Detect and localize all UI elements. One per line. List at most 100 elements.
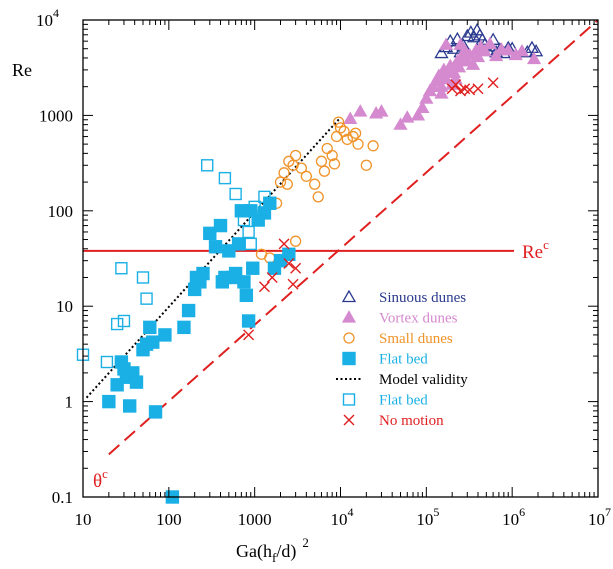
x-tick-label-sup: 4 xyxy=(348,505,354,519)
data-point xyxy=(136,271,150,284)
theta-line-label: θc xyxy=(93,466,108,492)
data-point xyxy=(321,142,333,155)
data-point xyxy=(465,57,481,70)
legend-label: Model validity xyxy=(379,372,468,388)
y-tick-label: 104 xyxy=(36,6,59,30)
axis-ticks xyxy=(82,20,598,498)
x-tick-label: 10 xyxy=(75,510,92,529)
data-point xyxy=(241,314,256,328)
data-point xyxy=(488,48,504,62)
legend-marker xyxy=(342,393,356,406)
data-point xyxy=(264,252,276,264)
x-tick-label: 106 xyxy=(502,505,525,529)
legend-marker xyxy=(343,332,355,344)
rec-label-main: Re xyxy=(522,242,543,263)
data-point xyxy=(248,200,261,214)
data-point xyxy=(229,187,242,201)
data-point xyxy=(158,328,172,342)
data-point xyxy=(239,288,254,303)
data-point-stroke-b xyxy=(243,329,255,341)
x-tick-label-text: 10 xyxy=(331,510,348,529)
data-point xyxy=(148,405,163,419)
x-tick-label: 100 xyxy=(156,510,182,529)
data-point xyxy=(415,100,430,113)
legend-marker xyxy=(343,414,355,426)
data-point-stroke-b xyxy=(459,83,471,95)
data-point xyxy=(526,51,542,65)
data-point xyxy=(102,394,116,409)
y-tick-label-text: 1 xyxy=(65,393,74,412)
x-tick-label-text: 10 xyxy=(416,510,433,529)
legend-label: Small dunes xyxy=(379,331,453,347)
data-point xyxy=(258,190,271,204)
data-point xyxy=(203,226,217,241)
data-point xyxy=(472,83,484,95)
data-point xyxy=(242,225,255,239)
data-point xyxy=(434,86,449,99)
data-point xyxy=(514,43,530,57)
x-tick-label-sup: 7 xyxy=(605,505,611,519)
theta-label-main: θ xyxy=(93,471,102,492)
data-point xyxy=(295,162,308,174)
data-point xyxy=(334,122,347,134)
data-point xyxy=(122,399,137,413)
x-tick-label-text: 10 xyxy=(75,510,92,529)
data-point xyxy=(244,237,257,251)
y-tick-label: 100 xyxy=(48,202,74,221)
data-point xyxy=(278,238,290,250)
data-point xyxy=(266,271,278,283)
y-tick-label-text: 1000 xyxy=(39,106,73,125)
data-point xyxy=(341,133,353,146)
rec-label-sup: c xyxy=(543,237,549,252)
y-tick-label-text: 100 xyxy=(48,202,74,221)
y-tick-label: 1 xyxy=(65,393,74,412)
data-point-stroke-b xyxy=(464,84,476,96)
legend-marker-stroke-b xyxy=(343,414,355,426)
data-point xyxy=(278,167,290,179)
data-point xyxy=(315,155,328,167)
legend-label: Vortex dunes xyxy=(379,311,458,327)
series-2 xyxy=(255,116,379,264)
reference-lines xyxy=(83,19,599,456)
x-axis-label: Ga(hf/d) 2 xyxy=(236,535,309,565)
data-points xyxy=(76,22,544,504)
data-point xyxy=(117,314,131,328)
data-point xyxy=(487,77,499,89)
data-point xyxy=(213,218,228,233)
y-tick-label: 0.1 xyxy=(52,488,73,507)
data-point xyxy=(181,303,196,318)
data-point xyxy=(332,116,345,128)
data-point xyxy=(451,59,467,73)
legend-label: Flat bed xyxy=(379,393,428,409)
x-tick-label: 104 xyxy=(331,505,354,529)
data-point-stroke-b xyxy=(290,262,302,274)
data-point xyxy=(231,237,246,251)
data-point xyxy=(312,191,324,203)
data-point xyxy=(360,159,372,171)
data-point xyxy=(482,36,498,50)
legend-marker xyxy=(341,289,357,303)
data-point xyxy=(466,29,482,43)
y-tick-label-text: 10 xyxy=(56,297,73,316)
legend: Sinuous dunes Vortex dunes Small dunes Flat… xyxy=(336,289,468,429)
data-point xyxy=(283,155,295,167)
data-point xyxy=(326,149,338,162)
data-point xyxy=(450,79,462,91)
data-point xyxy=(201,159,214,172)
data-point xyxy=(110,317,124,331)
data-point-stroke-b xyxy=(258,281,270,293)
x-tick-label-text: 10 xyxy=(588,510,605,529)
data-point xyxy=(274,176,287,188)
data-point xyxy=(222,244,236,258)
data-point-stroke-b xyxy=(278,238,290,250)
x-tick-label-text: 1000 xyxy=(238,510,272,529)
y-tick-label: 1000 xyxy=(39,106,73,125)
x-tick-label: 107 xyxy=(588,505,611,529)
data-point xyxy=(393,117,408,130)
y-tick-label-sup: 4 xyxy=(53,6,59,20)
series-1 xyxy=(343,36,542,130)
data-point xyxy=(477,43,492,57)
data-point xyxy=(400,110,415,123)
data-point xyxy=(318,165,331,177)
